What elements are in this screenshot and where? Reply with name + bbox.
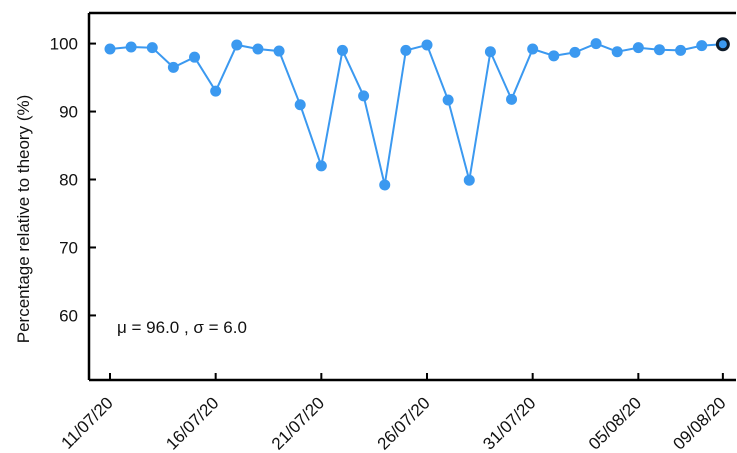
y-tick-label: 90 <box>59 103 78 122</box>
data-point <box>358 90 370 102</box>
data-point <box>653 44 665 56</box>
data-point <box>548 50 560 62</box>
highlighted-data-point <box>715 37 730 52</box>
data-point <box>569 46 581 58</box>
data-point <box>273 45 285 57</box>
data-point <box>421 39 433 51</box>
x-tick-label: 09/08/20 <box>669 393 729 453</box>
data-point <box>484 46 496 58</box>
series-line <box>109 42 723 186</box>
data-point <box>527 43 539 55</box>
data-point <box>442 94 454 106</box>
data-point <box>506 93 518 105</box>
x-tick-label: 26/07/20 <box>374 393 434 453</box>
data-point <box>463 174 475 186</box>
y-tick-label: 80 <box>59 171 78 190</box>
data-point <box>210 85 222 97</box>
data-point <box>696 40 708 52</box>
x-tick-label: 11/07/20 <box>57 393 116 452</box>
x-tick-label: 05/08/20 <box>585 393 645 453</box>
axes: 60 70 80 90 100 11/07/20 16/07/20 21/07/20 26/07… <box>50 11 736 453</box>
data-point <box>189 51 201 63</box>
data-point <box>336 44 348 56</box>
series-layer <box>104 37 730 191</box>
y-tick-label: 70 <box>59 238 78 257</box>
data-point <box>400 44 412 56</box>
data-point <box>590 38 602 50</box>
data-point <box>125 41 137 53</box>
data-point <box>146 42 158 54</box>
data-point <box>104 43 116 55</box>
x-tick-label: 21/07/20 <box>268 393 328 453</box>
data-point <box>315 160 327 172</box>
y-axis-label: Percentage relative to theory (%) <box>14 95 33 344</box>
x-tick-label: 16/07/20 <box>162 393 222 453</box>
y-tick-label: 60 <box>59 306 78 325</box>
stats-annotation: μ = 96.0 , σ = 6.0 <box>117 318 247 337</box>
x-tick-label: 31/07/20 <box>479 393 539 453</box>
data-point <box>294 99 306 111</box>
data-point <box>167 61 179 73</box>
data-point <box>379 179 391 191</box>
data-point <box>252 43 264 55</box>
data-point <box>632 42 644 54</box>
data-point <box>611 46 623 58</box>
data-point <box>231 39 243 51</box>
y-tick-label: 100 <box>50 35 78 54</box>
data-point <box>675 44 687 56</box>
